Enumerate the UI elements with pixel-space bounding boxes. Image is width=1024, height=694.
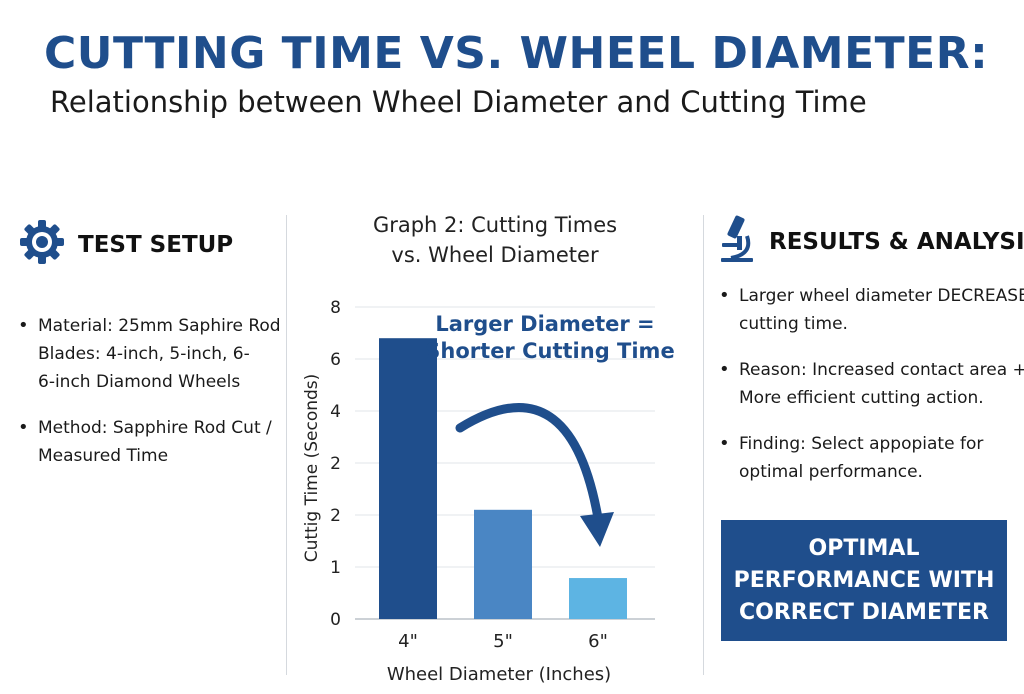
x-tick-label: 6" — [588, 631, 608, 652]
chart-title-line: Graph 2: Cutting Times — [372, 213, 618, 237]
list-item: Larger wheel diameter DECREASES cutting … — [717, 282, 1024, 338]
chart-x-ticks: 4" 5" 6" — [398, 631, 608, 652]
results-list: Larger wheel diameter DECREASES cutting … — [717, 282, 1024, 504]
test-setup-list: Material: 25mm Saphire Rod Blades: 4-inc… — [16, 312, 281, 488]
test-setup-heading-label: TEST SETUP — [78, 232, 234, 258]
list-item-line: Reason: Increased contact area + — [739, 360, 1024, 380]
optimal-callout-line: PERFORMANCE WITH — [733, 567, 995, 593]
left-divider — [286, 215, 287, 675]
microscope-icon — [717, 214, 757, 270]
gear-icon — [18, 218, 66, 272]
chart-title-line: vs. Wheel Diameter — [391, 243, 599, 267]
chart-grid — [355, 306, 655, 620]
list-item-line: Material: 25mm Saphire Rod — [38, 316, 281, 336]
list-item: Finding: Select appopiate for optimal pe… — [717, 430, 1024, 486]
y-tick-label: 2 — [330, 454, 341, 474]
trend-arrow — [455, 403, 603, 523]
results-heading: RESULTS & ANALYSIS — [717, 214, 1024, 270]
list-item-line: optimal performance. — [739, 462, 923, 482]
right-divider — [703, 215, 704, 675]
list-item-line: Larger wheel diameter DECREASES — [739, 286, 1024, 306]
list-item: Material: 25mm Saphire Rod Blades: 4-inc… — [16, 312, 281, 396]
y-tick-label: 0 — [330, 610, 341, 630]
optimal-callout: OPTIMAL PERFORMANCE WITH CORRECT DIAMETE… — [721, 520, 1007, 641]
y-tick-label: 8 — [330, 298, 341, 318]
x-tick-label: 5" — [493, 631, 513, 652]
list-item: Method: Sapphire Rod Cut / Measured Time — [16, 414, 281, 470]
page-subtitle: Relationship between Wheel Diameter and … — [50, 85, 867, 119]
x-tick-label: 4" — [398, 631, 418, 652]
x-axis-label: Wheel Diameter (Inches) — [387, 664, 611, 685]
chart-annotation-line: Larger Diameter = — [435, 312, 654, 336]
trend-arrowhead — [580, 512, 614, 547]
optimal-callout-line: OPTIMAL — [808, 535, 920, 561]
list-item-line: Measured Time — [38, 446, 169, 466]
list-item: Reason: Increased contact area + More ef… — [717, 356, 1024, 412]
chart-y-ticks: 0 1 2 2 4 6 8 — [330, 298, 341, 630]
list-item-line: Method: Sapphire Rod Cut / — [38, 418, 272, 438]
chart-bars — [379, 338, 627, 619]
list-item-line: cutting time. — [739, 314, 848, 334]
y-axis-label: Cuttig Time (Seconds) — [302, 374, 322, 563]
bar — [474, 509, 532, 619]
list-item-line: Finding: Select appopiate for — [739, 434, 984, 454]
y-tick-label: 1 — [330, 558, 341, 578]
list-item-line: Blades: 4-inch, 5-inch, 6- — [38, 344, 250, 364]
list-item-line: 6-inch Diamond Wheels — [38, 372, 241, 392]
optimal-callout-line: CORRECT DIAMETER — [739, 599, 989, 625]
page-title: CUTTING TIME VS. WHEEL DIAMETER: — [44, 28, 989, 79]
bar — [569, 578, 627, 619]
results-heading-label: RESULTS & ANALYSIS — [769, 229, 1024, 255]
y-tick-label: 4 — [330, 402, 341, 422]
list-item-line: More efficient cutting action. — [739, 388, 984, 408]
chart-title: Graph 2: Cutting Times vs. Wheel Diamete… — [340, 210, 650, 270]
y-tick-label: 6 — [330, 350, 341, 370]
chart-annotation-line: Shorter Cutting Time — [425, 339, 674, 363]
test-setup-heading: TEST SETUP — [18, 218, 233, 272]
bar — [379, 338, 437, 619]
y-tick-label: 2 — [330, 506, 341, 526]
